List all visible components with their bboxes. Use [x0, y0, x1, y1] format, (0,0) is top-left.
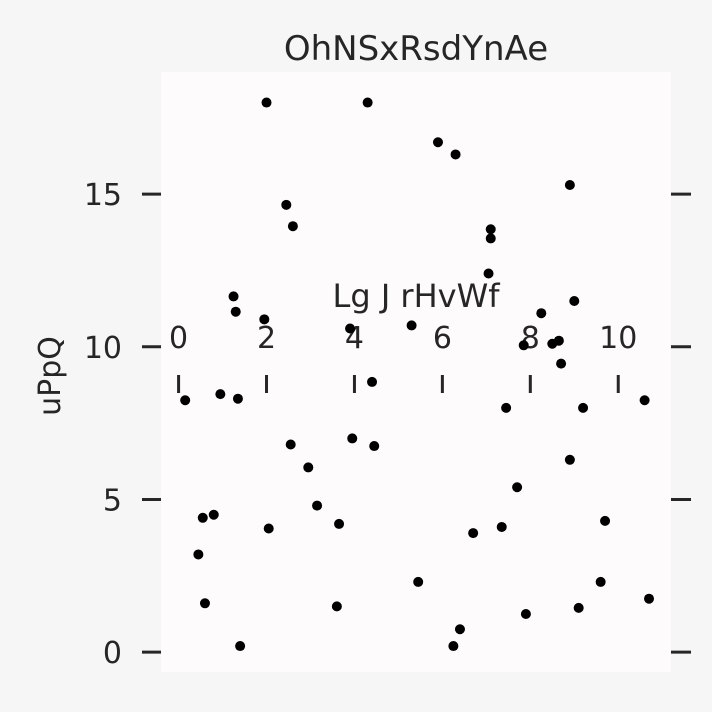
data-point [639, 395, 650, 406]
data-point [573, 602, 584, 613]
y-axis-label: uPpQ [33, 336, 68, 416]
data-point [569, 296, 580, 307]
data-point [520, 608, 531, 619]
chart-title: OhNSxRsdYnAe [284, 29, 548, 69]
data-point [369, 441, 380, 452]
x-tick-label: 2 [257, 321, 276, 356]
data-point [501, 402, 512, 413]
plot-area [161, 72, 671, 672]
x-tick-label: 8 [521, 321, 540, 356]
data-point [496, 521, 507, 532]
data-point [259, 314, 270, 325]
data-point [518, 340, 529, 351]
data-point [197, 512, 208, 523]
data-point [644, 593, 655, 604]
data-point [180, 395, 191, 406]
data-point [485, 224, 496, 235]
scatter-points [180, 97, 655, 652]
data-point [600, 515, 611, 526]
x-axis-label: Lg J rHvWf [333, 277, 501, 315]
data-point [345, 323, 356, 334]
data-point [483, 268, 494, 279]
data-point [485, 233, 496, 244]
data-point [564, 179, 575, 190]
data-point [468, 528, 479, 539]
data-point [564, 454, 575, 465]
data-point [235, 641, 246, 652]
x-tick-label: 6 [433, 321, 452, 356]
data-point [193, 549, 204, 560]
y-axis-ticks: 0 5 10 15 [84, 178, 691, 671]
data-point [215, 389, 226, 400]
data-point [367, 376, 378, 387]
data-point [208, 509, 219, 520]
data-point [406, 320, 417, 331]
data-point [413, 576, 424, 587]
data-point [263, 523, 274, 534]
data-point [230, 306, 241, 317]
data-point [450, 149, 461, 160]
data-point [536, 308, 547, 319]
data-point [595, 576, 606, 587]
data-point [454, 624, 465, 635]
data-point [448, 641, 459, 652]
y-tick-label: 15 [84, 178, 122, 213]
data-point [312, 500, 323, 511]
data-point [331, 601, 342, 612]
data-point [287, 221, 298, 232]
data-point [199, 598, 210, 609]
y-tick-label: 10 [84, 331, 122, 366]
data-point [432, 137, 443, 148]
data-point [334, 518, 345, 529]
data-point [285, 439, 296, 450]
data-point [553, 335, 564, 346]
x-tick-label: 0 [169, 321, 188, 356]
data-point [281, 199, 292, 210]
data-point [261, 97, 272, 108]
data-point [303, 462, 314, 473]
data-point [228, 291, 239, 302]
data-point [556, 358, 567, 369]
x-tick-label: 10 [599, 321, 637, 356]
data-point [347, 433, 358, 444]
data-point [362, 97, 373, 108]
data-point [512, 482, 523, 493]
data-point [232, 393, 243, 404]
data-point [578, 402, 589, 413]
y-tick-label: 0 [103, 636, 122, 671]
y-tick-label: 5 [103, 483, 122, 518]
